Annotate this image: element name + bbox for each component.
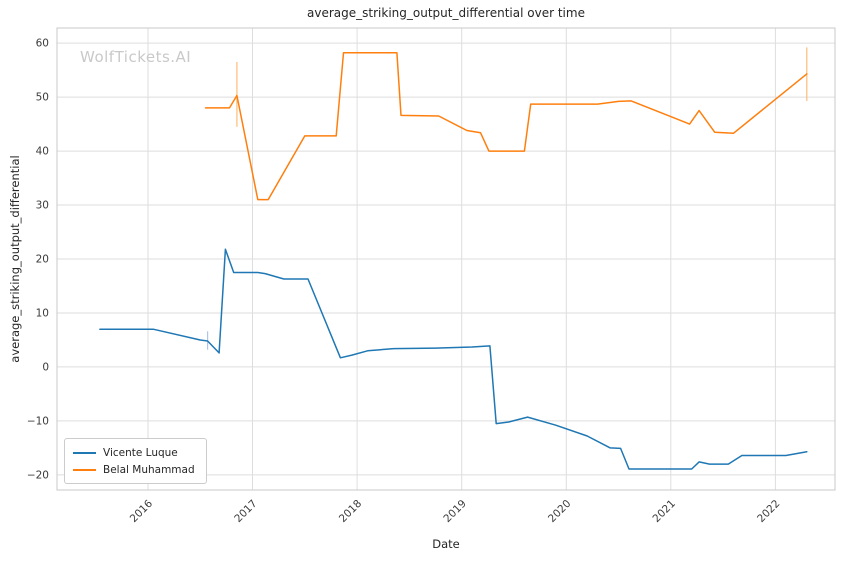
svg-text:2021: 2021 bbox=[651, 498, 678, 525]
legend-item: Belal Muhammad bbox=[73, 461, 195, 478]
svg-text:60: 60 bbox=[36, 38, 49, 50]
svg-text:40: 40 bbox=[36, 146, 49, 158]
legend-label: Vicente Luque bbox=[103, 446, 178, 459]
svg-text:20: 20 bbox=[36, 254, 49, 266]
legend-line-swatch bbox=[73, 468, 96, 471]
y-axis-label: average_striking_output_differential bbox=[8, 155, 22, 363]
watermark: WolfTickets.AI bbox=[80, 48, 192, 66]
legend-label: Belal Muhammad bbox=[103, 463, 195, 476]
svg-text:2017: 2017 bbox=[232, 498, 259, 525]
svg-text:30: 30 bbox=[36, 200, 49, 212]
svg-text:50: 50 bbox=[36, 92, 49, 104]
chart-title: average_striking_output_differential ove… bbox=[307, 6, 585, 20]
legend-item: Vicente Luque bbox=[73, 444, 195, 461]
svg-text:2018: 2018 bbox=[337, 498, 364, 525]
svg-text:2022: 2022 bbox=[755, 498, 782, 525]
svg-text:2019: 2019 bbox=[441, 498, 468, 525]
x-axis-label: Date bbox=[432, 537, 460, 551]
legend-line-swatch bbox=[73, 451, 96, 454]
svg-text:10: 10 bbox=[36, 308, 49, 320]
svg-text:−20: −20 bbox=[27, 469, 49, 481]
svg-text:−10: −10 bbox=[27, 415, 49, 427]
svg-text:0: 0 bbox=[42, 361, 49, 373]
legend: Vicente Luque Belal Muhammad bbox=[64, 438, 207, 484]
svg-text:2020: 2020 bbox=[546, 498, 573, 525]
svg-text:2016: 2016 bbox=[128, 497, 156, 525]
